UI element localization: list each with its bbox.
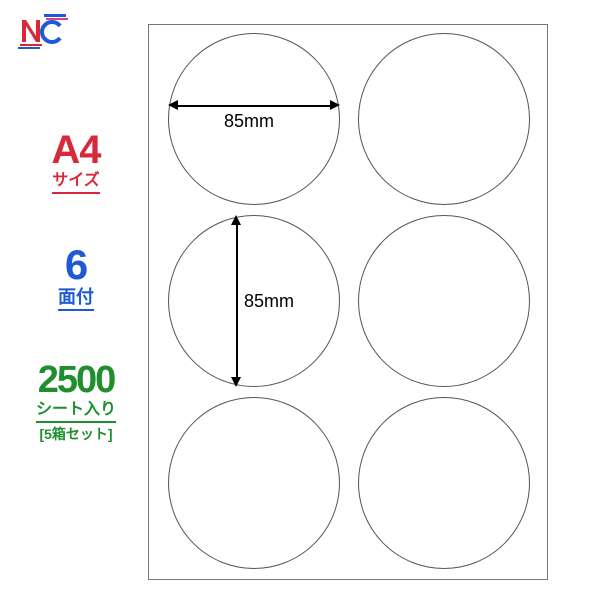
dimension-label: 85mm xyxy=(244,291,294,312)
spec-faces-label: 面付 xyxy=(16,286,136,312)
label-sheet-diagram: 85mm 85mm xyxy=(148,24,548,580)
spec-faces: 6 面付 xyxy=(16,244,136,312)
label-circle xyxy=(358,397,530,569)
dimension-arrow xyxy=(236,222,238,380)
label-circle xyxy=(358,33,530,205)
spec-size: A4 サイズ xyxy=(16,130,136,194)
brand-logo xyxy=(18,12,70,50)
spec-sheets: 2500 シート入り [5箱セット] xyxy=(16,361,136,442)
arrow-head-icon xyxy=(231,215,241,225)
arrow-head-icon xyxy=(330,100,340,110)
spec-faces-value: 6 xyxy=(16,244,136,286)
dimension-label: 85mm xyxy=(224,111,274,132)
spec-size-value: A4 xyxy=(16,130,136,170)
dimension-arrow xyxy=(175,105,333,107)
spec-size-label: サイズ xyxy=(16,170,136,194)
spec-sheets-value: 2500 xyxy=(16,361,136,399)
arrow-head-icon xyxy=(168,100,178,110)
label-circle xyxy=(358,215,530,387)
label-circle xyxy=(168,397,340,569)
spec-sheets-label: シート入り xyxy=(16,399,136,423)
spec-sheets-sub2: [5箱セット] xyxy=(16,427,136,442)
arrow-head-icon xyxy=(231,377,241,387)
spec-sidebar: A4 サイズ 6 面付 2500 シート入り [5箱セット] xyxy=(16,130,136,442)
